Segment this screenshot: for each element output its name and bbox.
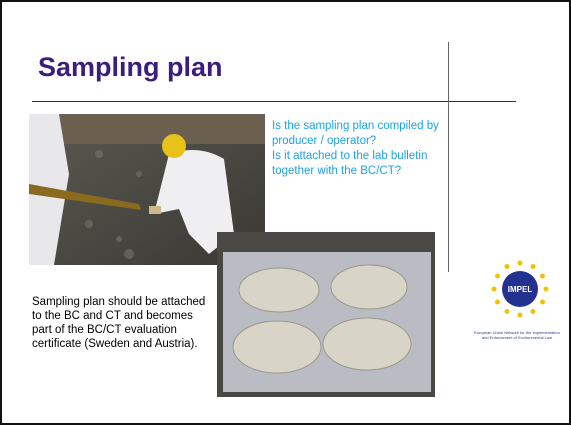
photo-samples [217, 232, 435, 397]
logo-caption: European Union Network for the Implement… [472, 330, 562, 340]
slide-title: Sampling plan [38, 52, 223, 83]
question: Is it attached to the lab bulletin toget… [272, 149, 440, 179]
question: Is the sampling plan compiled by produce… [272, 119, 440, 149]
logo-name: IMPEL [508, 285, 533, 294]
logo: IMPEL [488, 257, 552, 327]
body-text: Sampling plan should be attached to the … [32, 295, 207, 351]
divider [32, 101, 516, 102]
slide: Sampling plan Is the sampling plan compi… [0, 0, 571, 425]
question-text: Is the sampling plan compiled by produce… [272, 119, 440, 179]
divider [448, 42, 449, 272]
